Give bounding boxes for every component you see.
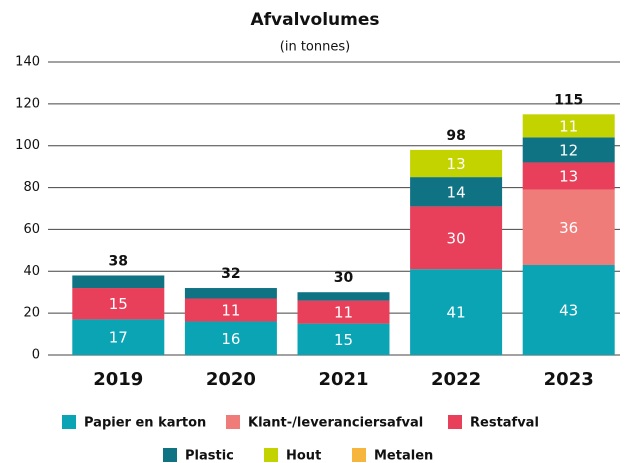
y-tick-label: 0 <box>32 348 40 363</box>
x-tick-label: 2020 <box>206 369 256 390</box>
y-tick-label: 60 <box>23 222 40 237</box>
total-label: 38 <box>109 253 128 269</box>
x-tick-label: 2022 <box>431 369 481 390</box>
bar-segment <box>410 149 503 178</box>
y-tick-label: 120 <box>15 96 40 111</box>
legend-label: Metalen <box>374 449 433 463</box>
bar-segment <box>72 288 165 320</box>
legend-swatch <box>264 448 278 462</box>
bar-segment <box>410 269 503 355</box>
data-label: 30 <box>447 229 466 247</box>
chart-subtitle: (in tonnes) <box>280 40 350 55</box>
bar-segment <box>184 288 277 299</box>
data-label: 41 <box>447 304 466 322</box>
x-tick-label: 2019 <box>93 369 143 390</box>
bar-segment <box>410 206 503 270</box>
bar-segment <box>410 177 503 207</box>
data-label: 17 <box>109 329 128 347</box>
y-tick-label: 20 <box>23 306 40 321</box>
bar-segment <box>184 321 277 355</box>
total-label: 115 <box>554 92 583 108</box>
x-tick-label: 2021 <box>318 369 368 390</box>
x-tick-label: 2023 <box>544 369 594 390</box>
legend-label: Restafval <box>470 416 539 431</box>
total-label: 30 <box>334 270 354 286</box>
y-tick-label: 100 <box>15 138 40 153</box>
legend-label: Hout <box>286 449 321 463</box>
y-tick-label: 140 <box>15 55 40 70</box>
bar-segment <box>522 189 615 266</box>
bar-segment <box>522 114 615 138</box>
data-label: 14 <box>447 183 466 201</box>
data-label: 13 <box>447 155 466 173</box>
legend-label: Klant-/leveranciersafval <box>248 416 423 431</box>
legend-swatch <box>448 415 462 429</box>
bar-segment <box>72 319 165 355</box>
legend-label: Plastic <box>185 449 234 463</box>
data-label: 11 <box>334 304 353 322</box>
chart-title: Afvalvolumes <box>251 10 380 30</box>
legend-label: Papier en karton <box>84 416 206 431</box>
data-label: 11 <box>559 117 578 135</box>
legend-swatch <box>226 415 240 429</box>
data-label: 15 <box>334 331 353 349</box>
data-label: 16 <box>221 330 240 348</box>
bar-segment <box>522 265 615 355</box>
legend-swatch <box>163 448 177 462</box>
total-label: 32 <box>221 266 240 282</box>
data-label: 36 <box>559 219 578 237</box>
data-label: 13 <box>559 168 578 186</box>
bar-segment <box>522 137 615 163</box>
legend-swatch <box>352 448 366 462</box>
bar-segment <box>184 298 277 322</box>
y-tick-label: 80 <box>23 180 40 195</box>
bar-segment <box>522 162 615 190</box>
y-tick-label: 40 <box>23 264 40 279</box>
bar-segment <box>297 300 390 324</box>
data-label: 12 <box>559 141 578 159</box>
data-label: 11 <box>221 302 240 320</box>
bar-segment <box>297 292 390 301</box>
data-label: 43 <box>559 302 578 320</box>
legend-swatch <box>62 415 76 429</box>
bar-segment <box>297 323 390 355</box>
total-label: 98 <box>446 128 465 144</box>
bar-segment <box>72 275 165 289</box>
data-label: 15 <box>109 295 128 313</box>
